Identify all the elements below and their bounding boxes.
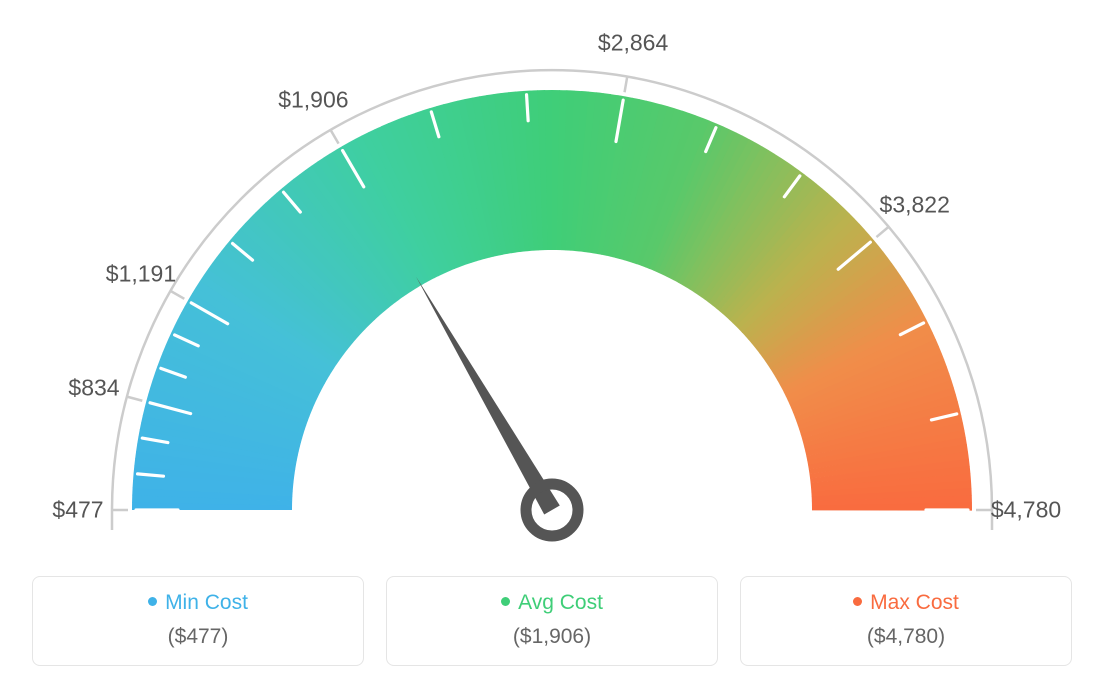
gauge-tick-label: $1,191	[106, 260, 176, 287]
dot-icon	[501, 597, 510, 606]
legend-row: Min Cost ($477) Avg Cost ($1,906) Max Co…	[32, 576, 1072, 666]
legend-min-value: ($477)	[43, 625, 353, 649]
legend-card-avg: Avg Cost ($1,906)	[386, 576, 718, 666]
legend-min-title: Min Cost	[43, 591, 353, 615]
legend-card-max: Max Cost ($4,780)	[740, 576, 1072, 666]
gauge: $477$834$1,191$1,906$2,864$3,822$4,780	[52, 20, 1052, 580]
gauge-tick-label: $2,864	[598, 29, 668, 56]
legend-max-label: Max Cost	[870, 591, 959, 614]
dot-icon	[853, 597, 862, 606]
chart-container: $477 $834 $1,191 $1,906 $2,864 $3,822 $4,780 M…	[0, 0, 1104, 690]
gauge-tick-label: $1,906	[278, 87, 348, 114]
legend-min-label: Min Cost	[165, 591, 248, 614]
gauge-tick-label: $834	[68, 374, 119, 401]
legend-avg-value: ($1,906)	[397, 625, 707, 649]
legend-max-value: ($4,780)	[751, 625, 1061, 649]
legend-avg-label: Avg Cost	[518, 591, 603, 614]
legend-card-min: Min Cost ($477)	[32, 576, 364, 666]
gauge-tick-label: $477	[52, 497, 103, 524]
dot-icon	[148, 597, 157, 606]
gauge-tick-label: $3,822	[880, 191, 950, 218]
legend-max-title: Max Cost	[751, 591, 1061, 615]
legend-avg-title: Avg Cost	[397, 591, 707, 615]
gauge-tick-label: $4,780	[991, 497, 1061, 524]
